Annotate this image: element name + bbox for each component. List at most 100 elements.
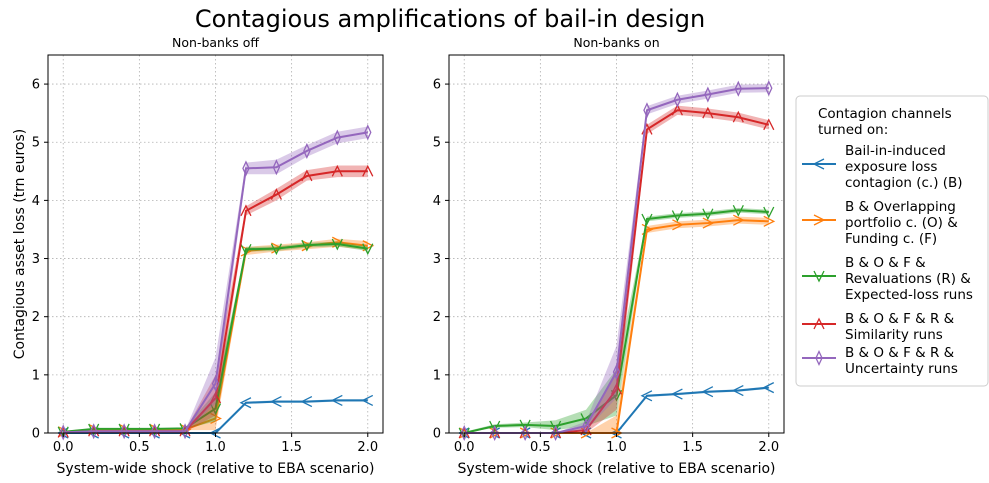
- x-tick-label: 2.0: [758, 440, 779, 455]
- data-point: [362, 243, 374, 256]
- legend-entry-3: B & O & F & R &Similarity runs: [802, 311, 955, 343]
- y-tick-label: 0: [433, 427, 441, 442]
- panel-non-banks-off: 0.0 0.5 1.0 1.5 2.0 0 1 2 3 4 5 6 Non-banks off Syste…: [12, 35, 384, 477]
- legend-label: B & O & F & R &: [845, 345, 955, 361]
- legend-label: B & Overlapping: [845, 199, 956, 215]
- data-point: [763, 206, 775, 219]
- data-point: [580, 413, 592, 425]
- series-band: [63, 126, 368, 433]
- x-axis-label: System-wide shock (relative to EBA scena…: [57, 461, 375, 477]
- data-point: [670, 388, 683, 400]
- y-axis-label: Contagious asset loss (trn euros): [12, 129, 28, 360]
- y-tick-label: 3: [32, 252, 40, 267]
- legend-marker: [813, 214, 826, 226]
- y-tick-label: 6: [32, 78, 40, 93]
- data-point: [362, 164, 374, 177]
- y-tick-label: 1: [433, 368, 441, 383]
- data-point: [364, 124, 372, 141]
- y-tick-label: 3: [433, 252, 441, 267]
- legend-frame: [795, 95, 989, 387]
- data-point: [673, 91, 682, 108]
- panel-title: Non-banks off: [172, 35, 259, 50]
- data-point: [489, 420, 501, 433]
- legend-marker: [812, 158, 825, 170]
- data-point: [303, 142, 311, 160]
- data-point: [59, 424, 67, 441]
- data-point: [519, 419, 531, 432]
- legend-entry-4: B & O & F & R &Uncertainty runs: [802, 345, 958, 377]
- data-point: [300, 396, 313, 408]
- legend-marker: [815, 349, 823, 367]
- y-tick-label: 4: [32, 194, 40, 209]
- legend-title: Contagion channels: [818, 106, 952, 122]
- data-point: [270, 188, 282, 200]
- figure-title: Contagious amplifications of bail-in des…: [195, 5, 705, 33]
- legend-entry-2: B & O & F &Revaluations (R) &Expected-lo…: [802, 255, 973, 303]
- x-tick-label: 2.0: [357, 440, 378, 455]
- data-point: [118, 423, 130, 436]
- data-point: [301, 169, 313, 182]
- y-tick-label: 5: [433, 136, 441, 151]
- data-point: [704, 86, 712, 103]
- data-point: [331, 238, 343, 251]
- data-point: [612, 363, 621, 380]
- data-point: [733, 214, 745, 226]
- y-tick-label: 2: [433, 310, 441, 325]
- panel-title: Non-banks on: [573, 35, 659, 50]
- x-tick-label: 1.5: [281, 440, 302, 455]
- data-point: [270, 243, 282, 256]
- data-point: [732, 204, 744, 217]
- data-point: [120, 423, 128, 440]
- x-tick-label: 0.0: [454, 440, 475, 455]
- legend-marker: [813, 317, 825, 330]
- data-point: [671, 210, 683, 222]
- data-point: [239, 397, 252, 409]
- data-point: [331, 164, 343, 177]
- legend-label: Expected-loss runs: [845, 287, 973, 303]
- series-band: [464, 84, 769, 434]
- data-point: [89, 423, 98, 440]
- y-tick-label: 6: [433, 78, 441, 93]
- x-tick-label: 1.0: [205, 440, 226, 455]
- data-point: [640, 390, 653, 402]
- data-point: [732, 110, 744, 123]
- data-point: [361, 394, 374, 407]
- data-point: [88, 423, 100, 436]
- x-tick-label: 0.5: [530, 440, 551, 455]
- legend-label: Bail-in-induced: [845, 143, 946, 159]
- data-point: [211, 375, 220, 392]
- data-point: [763, 118, 775, 131]
- legend-label: Revaluations (R) &: [845, 271, 971, 287]
- data-point: [702, 217, 715, 229]
- data-point: [269, 396, 282, 408]
- data-point: [551, 424, 560, 442]
- data-point: [702, 106, 714, 119]
- legend-label: B & O & F &: [845, 255, 926, 271]
- data-point: [731, 384, 744, 397]
- data-point: [734, 80, 743, 97]
- data-point: [610, 382, 623, 395]
- legend-marker: [813, 270, 825, 283]
- series-line: [464, 209, 769, 434]
- series-line: [63, 131, 368, 434]
- legend-label: Uncertainty runs: [845, 361, 958, 377]
- x-tick-label: 1.0: [606, 440, 627, 455]
- panel-non-banks-on: 0.0 0.5 1.0 1.5 2.0 0 1 2 3 4 5 6 Non-banks on System…: [433, 35, 785, 477]
- data-point: [240, 243, 252, 256]
- data-point: [240, 204, 252, 217]
- x-tick-label: 0.5: [129, 440, 150, 455]
- data-point: [150, 423, 159, 440]
- data-point: [149, 423, 161, 436]
- legend-title: turned on:: [818, 122, 888, 138]
- data-point: [301, 239, 313, 252]
- data-point: [701, 386, 714, 398]
- data-point: [490, 424, 499, 442]
- y-tick-label: 2: [32, 310, 40, 325]
- data-point: [209, 391, 222, 404]
- x-axis-label: System-wide shock (relative to EBA scena…: [458, 461, 776, 477]
- data-point: [550, 420, 562, 433]
- data-point: [702, 208, 714, 221]
